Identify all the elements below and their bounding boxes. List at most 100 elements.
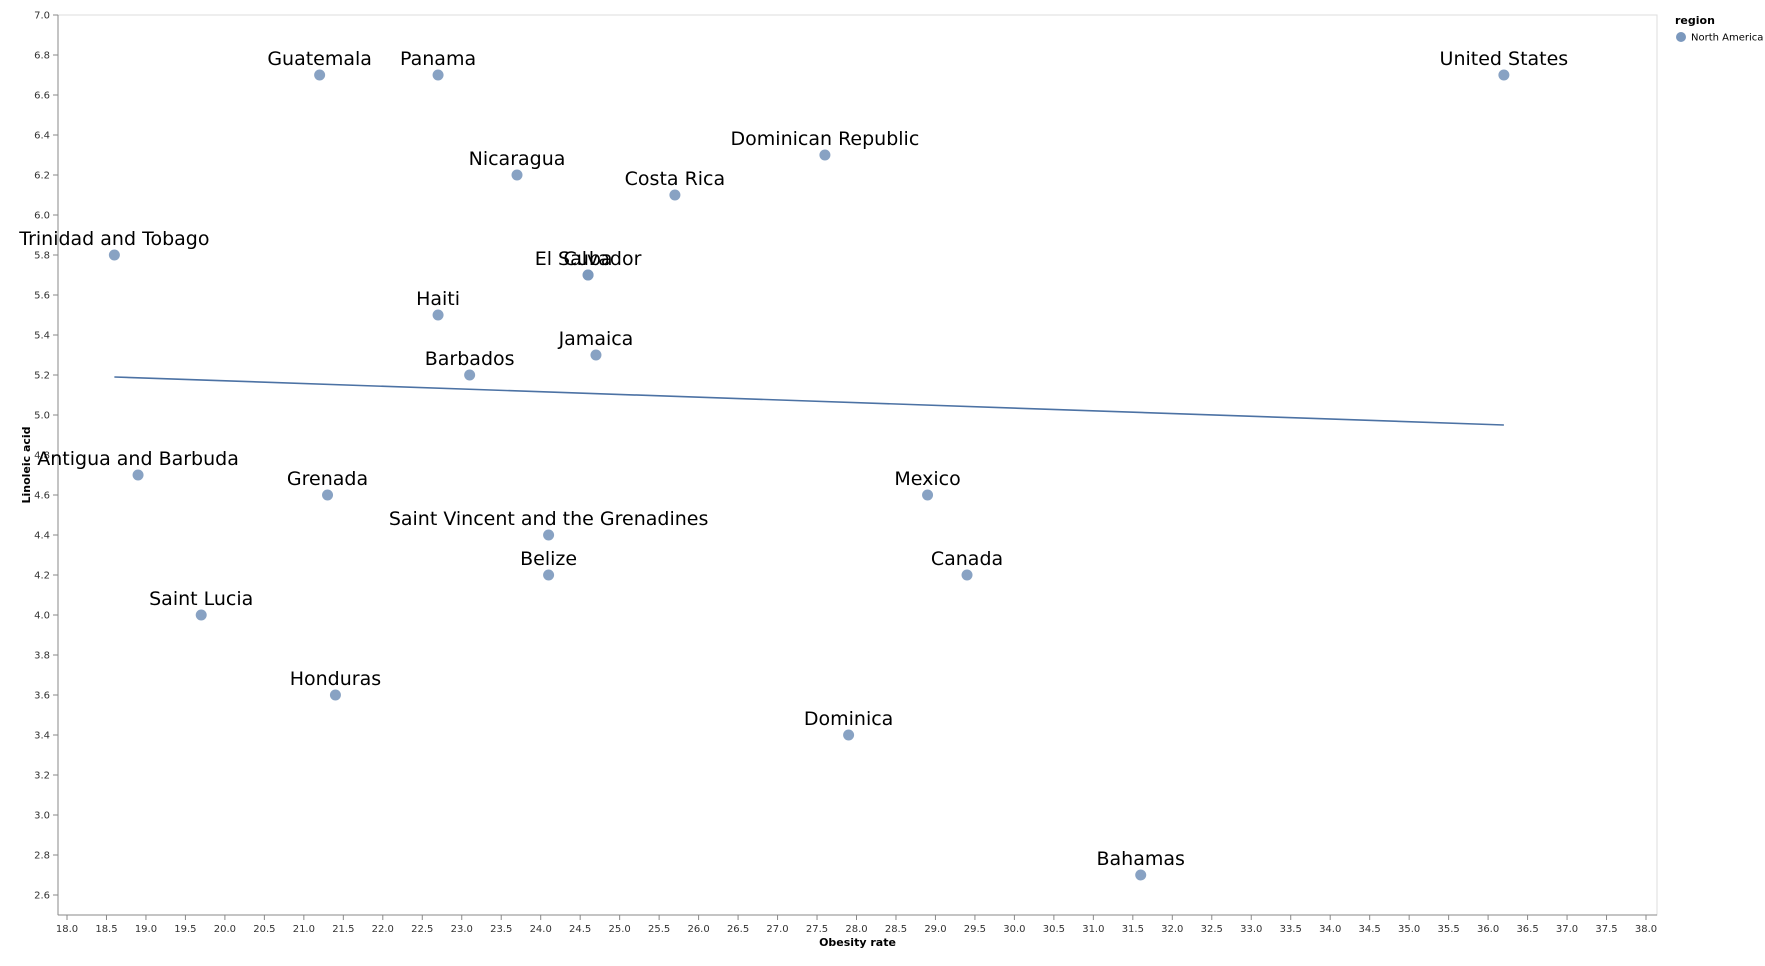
y-tick-label: 4.6 — [34, 491, 50, 502]
x-tick-label: 21.5 — [332, 924, 354, 935]
x-tick-label: 32.0 — [1161, 924, 1183, 935]
x-tick-label: 20.5 — [253, 924, 275, 935]
y-tick-label: 5.6 — [34, 291, 50, 302]
y-tick-label: 4.0 — [34, 611, 50, 622]
point-label: Jamaica — [558, 328, 634, 350]
point-label: Honduras — [290, 668, 381, 690]
x-tick-label: 27.0 — [766, 924, 788, 935]
point-label: Bahamas — [1097, 848, 1185, 870]
y-tick-label: 3.4 — [34, 731, 50, 742]
legend-swatch — [1676, 32, 1686, 42]
data-point — [543, 569, 555, 581]
point-label: Trinidad and Tobago — [18, 228, 209, 250]
point-label: Guatemala — [267, 48, 372, 70]
x-tick-label: 31.0 — [1082, 924, 1104, 935]
data-point — [432, 309, 444, 321]
data-point — [590, 349, 602, 361]
data-point — [511, 169, 523, 181]
y-tick-label: 4.8 — [34, 451, 50, 462]
data-point — [843, 729, 855, 741]
x-tick-label: 35.0 — [1398, 924, 1420, 935]
x-tick-label: 37.0 — [1556, 924, 1578, 935]
x-tick-label: 34.5 — [1359, 924, 1381, 935]
data-point — [464, 369, 476, 381]
data-point — [329, 689, 341, 701]
data-point — [669, 189, 681, 201]
x-tick-label: 19.0 — [135, 924, 157, 935]
point-label: Mexico — [894, 468, 960, 490]
y-tick-label: 5.2 — [34, 371, 50, 382]
x-tick-label: 28.5 — [885, 924, 907, 935]
x-tick-label: 25.0 — [609, 924, 631, 935]
data-point — [108, 249, 120, 261]
data-point — [195, 609, 207, 621]
x-tick-label: 21.0 — [293, 924, 315, 935]
point-label: Canada — [931, 548, 1003, 570]
x-tick-label: 22.5 — [411, 924, 433, 935]
point-label: Cuba — [564, 248, 613, 270]
data-point — [1498, 69, 1510, 81]
x-axis-title: Obesity rate — [819, 936, 896, 949]
y-tick-label: 6.2 — [34, 171, 50, 182]
point-label: Panama — [400, 48, 476, 70]
x-tick-label: 29.5 — [964, 924, 986, 935]
y-tick-label: 3.0 — [34, 811, 50, 822]
x-tick-label: 30.0 — [1003, 924, 1025, 935]
trend-line — [114, 376, 1504, 426]
data-point — [322, 489, 334, 501]
point-label: United States — [1440, 48, 1569, 70]
y-tick-label: 3.2 — [34, 771, 50, 782]
point-label: Haiti — [416, 288, 460, 310]
data-point — [922, 489, 934, 501]
x-tick-label: 30.5 — [1043, 924, 1065, 935]
y-tick-label: 7.0 — [34, 11, 50, 22]
y-tick-label: 4.4 — [34, 531, 50, 542]
x-tick-label: 25.5 — [648, 924, 670, 935]
y-tick-label: 2.6 — [34, 891, 50, 902]
x-tick-label: 26.0 — [687, 924, 709, 935]
point-label: Grenada — [287, 468, 368, 490]
x-tick-label: 19.5 — [174, 924, 196, 935]
x-tick-label: 26.5 — [727, 924, 749, 935]
x-tick-label: 18.0 — [56, 924, 78, 935]
legend-title: region — [1675, 14, 1715, 27]
y-tick-label: 3.8 — [34, 651, 50, 662]
y-tick-label: 6.8 — [34, 51, 50, 62]
x-tick-label: 20.0 — [214, 924, 236, 935]
x-tick-label: 29.0 — [924, 924, 946, 935]
x-tick-label: 24.0 — [530, 924, 552, 935]
point-label: Antigua and Barbuda — [37, 448, 239, 470]
y-tick-label: 2.8 — [34, 851, 50, 862]
data-point — [819, 149, 831, 161]
data-point — [314, 69, 326, 81]
point-label: Saint Lucia — [149, 588, 253, 610]
x-tick-label: 38.0 — [1635, 924, 1657, 935]
x-tick-label: 32.5 — [1201, 924, 1223, 935]
y-tick-label: 3.6 — [34, 691, 50, 702]
point-label: Saint Vincent and the Grenadines — [389, 508, 709, 530]
data-point — [961, 569, 973, 581]
x-tick-label: 33.0 — [1240, 924, 1262, 935]
x-tick-label: 36.5 — [1516, 924, 1538, 935]
x-tick-label: 18.5 — [95, 924, 117, 935]
x-tick-label: 33.5 — [1280, 924, 1302, 935]
y-tick-label: 4.2 — [34, 571, 50, 582]
data-point — [432, 69, 444, 81]
point-label: Belize — [520, 548, 577, 570]
y-tick-label: 6.4 — [34, 131, 50, 142]
x-tick-label: 22.0 — [372, 924, 394, 935]
x-tick-label: 31.5 — [1122, 924, 1144, 935]
point-label: Dominica — [804, 708, 893, 730]
y-tick-label: 5.4 — [34, 331, 50, 342]
y-tick-label: 6.0 — [34, 211, 50, 222]
x-tick-label: 37.5 — [1595, 924, 1617, 935]
x-tick-label: 24.5 — [569, 924, 591, 935]
point-label: Nicaragua — [469, 148, 566, 170]
x-tick-label: 35.5 — [1437, 924, 1459, 935]
y-tick-label: 5.0 — [34, 411, 50, 422]
y-tick-label: 6.6 — [34, 91, 50, 102]
point-label: Dominican Republic — [731, 128, 920, 150]
point-label: El Salvador — [535, 248, 642, 270]
x-tick-label: 36.0 — [1477, 924, 1499, 935]
